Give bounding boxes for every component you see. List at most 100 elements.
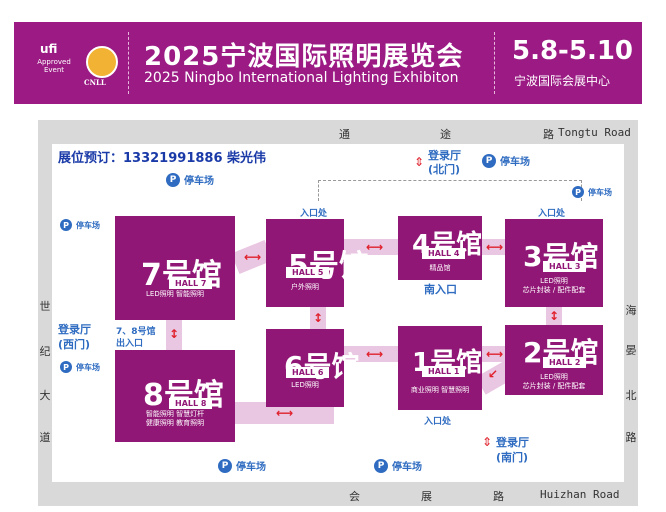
lobby-arrow-icon: ⇕ (414, 155, 425, 169)
lobby-west-sub: (西门) (58, 338, 91, 351)
parking-icon: P (166, 172, 180, 187)
hall-category: LED照明 (540, 373, 568, 381)
entrance-label: 入口处 (424, 417, 452, 427)
hall-number: 6号馆 (284, 345, 359, 385)
hall-category: 健康照明 教育照明 (145, 419, 205, 427)
hall-7[interactable]: 7号馆 HALL 7 LED照明 智能照明 (115, 216, 235, 320)
logos: ufi Approved Event CNLL (14, 22, 120, 104)
two-way-arrow-icon: ⟷ (366, 347, 384, 361)
road-north-char: 途 (440, 128, 451, 141)
header-banner: ufi Approved Event CNLL 2025宁波国际照明展览会 20… (14, 22, 642, 104)
road-west-char: 大 (39, 389, 51, 402)
hall-number: 5号馆 (288, 241, 369, 285)
road-north-char: 通 (339, 128, 350, 141)
parking-label: P 停车场 (218, 458, 266, 473)
road-north-english: Tongtu Road (558, 126, 631, 139)
parking-icon: P (218, 458, 232, 473)
walkway-5-6 (310, 305, 326, 333)
hall-category: 智能照明 智慧灯杆 (145, 410, 205, 418)
road-south-english: Huizhan Road (540, 488, 620, 501)
hall-label: HALL 4 (422, 248, 466, 259)
two-way-arrow-icon: ⟷ (366, 240, 384, 254)
hall-category: 户外照明 (291, 283, 319, 291)
two-way-arrow-icon: ↕ (169, 327, 180, 341)
hall-label: HALL 7 (169, 278, 213, 289)
road-north-char: 路 (543, 128, 554, 141)
exhibition-date: 5.8-5.10 (512, 36, 633, 66)
two-way-arrow-icon: ↕ (313, 311, 324, 325)
hall-category: 商业照明 智慧照明 (410, 386, 470, 394)
road-east-char: 海 (625, 304, 637, 317)
hall-1[interactable]: 1号馆 HALL 1 商业照明 智慧照明 (398, 326, 482, 410)
hall-8[interactable]: 8号馆 HALL 8 智能照明 智慧灯杆 健康照明 教育照明 (115, 350, 235, 442)
two-way-arrow-icon: ⟷ (276, 406, 294, 420)
ufi-logo: ufi (40, 42, 58, 56)
ufi-approved-label: Approved Event (37, 58, 71, 74)
hall-2[interactable]: 2号馆 HALL 2 LED照明 芯片封装 / 配件配套 (505, 325, 603, 395)
two-way-arrow-icon: ⟷ (244, 250, 262, 264)
road-east (624, 120, 638, 506)
road-south-char: 会 (349, 490, 360, 503)
hall-78-entrance-sub: 出入口 (116, 339, 144, 349)
entrance-label: 入口处 (538, 209, 566, 219)
title-chinese: 2025宁波国际照明展览会 (144, 42, 464, 72)
road-west (38, 120, 52, 506)
walkway-7-8 (166, 320, 182, 350)
road-west-char: 世 (39, 300, 51, 313)
walkway-6-1 (343, 346, 401, 362)
parking-label: P 停车场 (60, 361, 100, 373)
road-south-char: 展 (421, 490, 432, 503)
hall-5[interactable]: 5号馆 HALL 5 户外照明 (266, 219, 369, 307)
divider (494, 32, 495, 94)
hall-category: LED照明 (291, 381, 319, 389)
hall-label: HALL 8 (169, 398, 213, 409)
hall-category: LED照明 (540, 277, 568, 285)
road-west-char: 道 (39, 431, 51, 444)
entrance-label: 入口处 (300, 209, 328, 219)
parking-label: P 停车场 (374, 458, 422, 473)
road-south (38, 482, 638, 506)
road-south-char: 路 (493, 490, 504, 503)
parking-icon: P (374, 458, 388, 473)
lobby-arrow-icon: ⇕ (482, 435, 493, 449)
divider (128, 32, 129, 94)
parking-icon: P (60, 361, 72, 373)
lobby-south-sub: (南门) (496, 451, 529, 464)
hall-3[interactable]: 3号馆 HALL 3 LED照明 芯片封装 / 配件配套 (505, 219, 603, 307)
lobby-north-label: 登录厅 (428, 149, 461, 162)
hall-category: 芯片封装 / 配件配套 (522, 286, 586, 294)
hall-category: LED照明 智能照明 (146, 290, 204, 298)
hall-category: 精品馆 (429, 264, 451, 272)
hall-category: 芯片封装 / 配件配套 (522, 382, 586, 390)
cnll-logo-icon (86, 46, 118, 78)
hall-label: HALL 2 (543, 357, 587, 368)
hall-6[interactable]: 6号馆 HALL 6 LED照明 (266, 329, 359, 407)
parking-label: P 停车场 (482, 153, 530, 168)
parking-icon: P (482, 153, 496, 168)
booking-contact: 展位预订：13321991886 柴光伟 (58, 151, 267, 166)
walkway-4-3 (480, 239, 510, 255)
road-east-char: 路 (625, 431, 637, 444)
lobby-north-sub: (北门) (428, 163, 461, 176)
walkway-8-6 (234, 402, 334, 424)
road-east-char: 北 (625, 389, 637, 402)
walkway-3-2 (546, 306, 562, 328)
parking-icon: P (572, 186, 584, 198)
hall-4[interactable]: 4号馆 HALL 4 精品馆 (398, 216, 482, 280)
parking-label: P 停车场 (60, 219, 100, 231)
walkway-1-2 (480, 346, 510, 362)
hall-label: HALL 6 (286, 367, 330, 378)
hall-label: HALL 3 (543, 261, 587, 272)
hall-label: HALL 5 (286, 267, 330, 278)
dashed-route (318, 180, 582, 201)
road-west-char: 纪 (39, 345, 51, 358)
road-east-char: 晏 (625, 344, 637, 357)
hall-78-entrance-label: 7、8号馆 (116, 327, 156, 337)
cnll-logo-text: CNLL (84, 78, 106, 87)
title-english: 2025 Ningbo International Lighting Exhib… (144, 70, 459, 86)
two-way-arrow-icon: ⟷ (486, 347, 504, 361)
hall-label: HALL 1 (422, 366, 466, 377)
lobby-south-label: 登录厅 (496, 436, 529, 449)
two-way-arrow-icon: ⟷ (486, 240, 504, 254)
parking-label: P 停车场 (572, 186, 612, 198)
